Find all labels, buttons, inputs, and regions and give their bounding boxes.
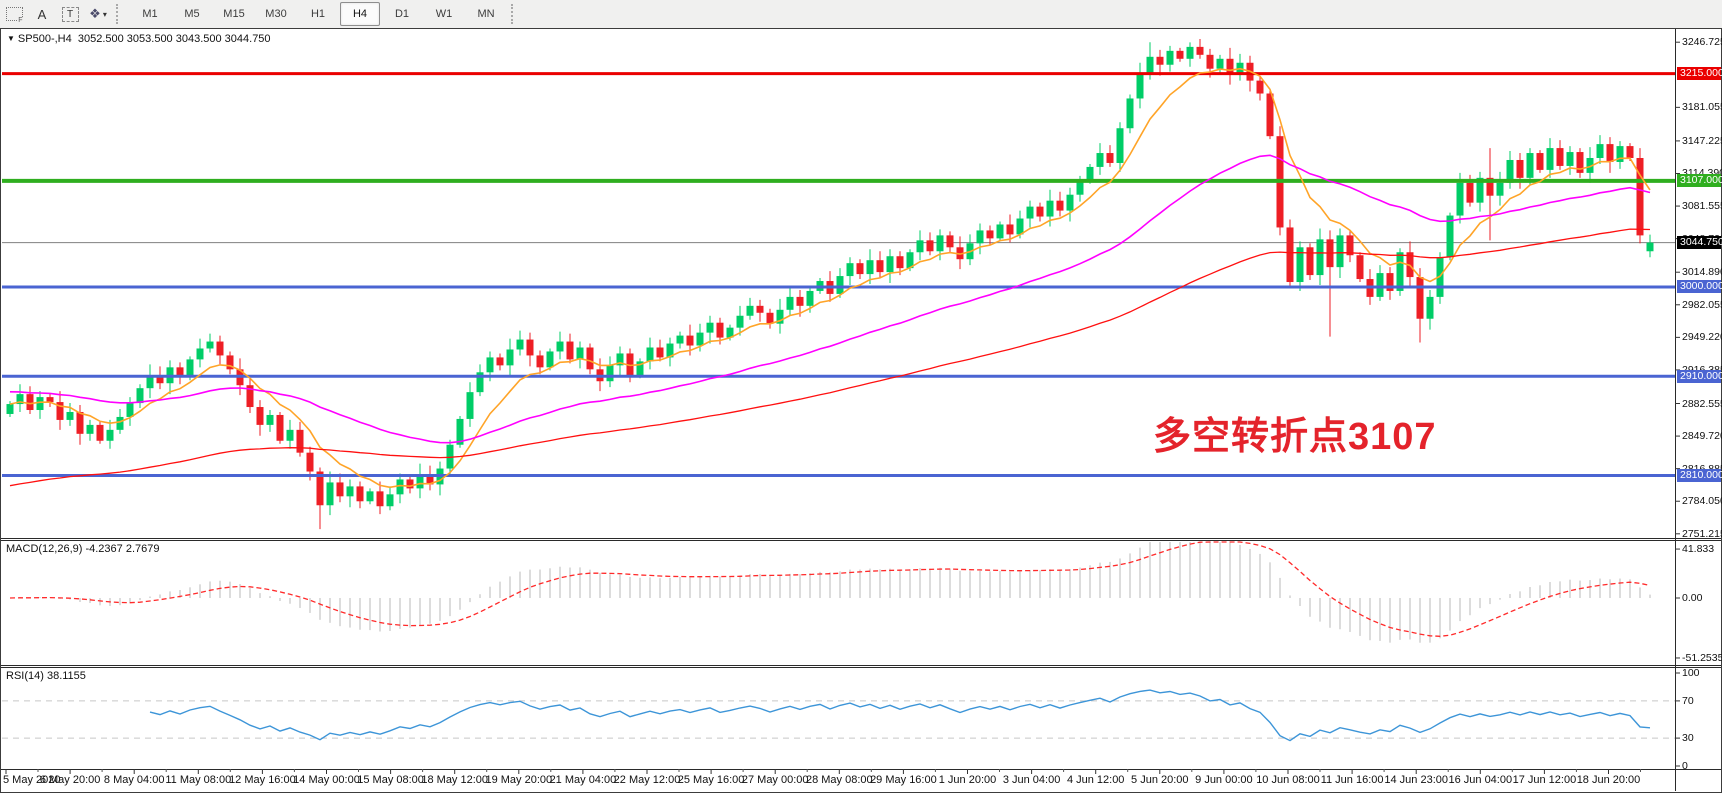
- rsi-label: RSI(14) 38.1155: [6, 670, 86, 682]
- price-axis-tick: 2784.050: [1682, 495, 1722, 508]
- timeframe-button-m1[interactable]: M1: [142, 8, 158, 20]
- time-axis-label: 21 May 04:00: [549, 774, 617, 786]
- time-axis-label: 10 Jun 08:00: [1256, 774, 1320, 786]
- slow-ma-line: [9, 228, 1651, 487]
- rsi-axis-tick: 0: [1682, 760, 1688, 772]
- price-axis-tick: 2982.055: [1682, 298, 1722, 311]
- time-axis-label: 14 Jun 23:00: [1384, 774, 1448, 786]
- price-axis-tick: 3181.055: [1682, 101, 1722, 114]
- frame-tool-icon: F: [5, 7, 23, 24]
- rsi-line: [149, 689, 1651, 742]
- frame-tool-button[interactable]: F: [1, 2, 27, 26]
- macd-axis-tick: 0.00: [1682, 592, 1703, 604]
- time-axis-label: 15 May 08:00: [357, 774, 424, 786]
- rsi-axis-tick: 70: [1682, 694, 1694, 707]
- price-badge-3000-000: 3000.000: [1677, 280, 1722, 294]
- time-axis-label: 29 May 16:00: [870, 774, 937, 786]
- price-badge-3107-000: 3107.000: [1677, 174, 1722, 188]
- shapes-icon: ❖: [89, 6, 101, 21]
- chart-header[interactable]: ▼ SP500-,H4 3052.500 3053.500 3043.500 30…: [7, 33, 271, 45]
- macd-axis-tick: 41.833: [1682, 543, 1715, 556]
- time-axis-label: 27 May 00:00: [741, 774, 809, 786]
- price-axis-tick: 3246.725: [1682, 36, 1722, 49]
- time-axis-label: 6 May 20:00: [39, 774, 101, 786]
- text-tool-button[interactable]: T: [57, 2, 83, 26]
- timeframe-button-d1[interactable]: D1: [394, 8, 410, 20]
- time-axis-label: 25 May 16:00: [677, 774, 745, 786]
- timeframe-button-h4[interactable]: H4: [340, 2, 380, 26]
- price-axis-tick: 2949.220: [1682, 331, 1722, 344]
- timeframe-button-mn[interactable]: MN: [477, 8, 495, 20]
- price-axis-tick: 3147.225: [1682, 134, 1722, 147]
- medium-ma-line: [9, 154, 1651, 444]
- time-axis-label: 18 May 12:00: [421, 774, 489, 786]
- macd-axis-tick: -51.2535: [1682, 651, 1722, 664]
- chart-canvas[interactable]: [1, 29, 1721, 792]
- rsi-axis-tick: 100: [1682, 667, 1700, 679]
- time-axis-label: 22 May 12:00: [613, 774, 681, 786]
- time-axis-label: 16 Jun 04:00: [1448, 774, 1513, 786]
- price-badge-3044-750: 3044.750: [1677, 236, 1722, 250]
- time-axis-label: 28 May 08:00: [805, 774, 873, 786]
- toolbar: F A T ❖ ▾ M1 M5 M15 M30 H1 H4 D1 W1 MN: [0, 0, 1722, 29]
- price-axis-tick: 3014.890: [1682, 266, 1722, 279]
- price-axis-tick: 2751.215: [1682, 527, 1722, 540]
- time-axis-label: 11 May 08:00: [165, 774, 232, 786]
- price-axis-tick: 2849.720: [1682, 430, 1722, 443]
- time-axis-label: 8 May 04:00: [103, 774, 165, 786]
- shapes-tool-button[interactable]: ❖ ▾: [85, 2, 111, 26]
- time-axis-label: 14 May 00:00: [293, 774, 360, 786]
- time-axis-label: 4 Jun 12:00: [1066, 774, 1125, 786]
- time-axis-label: 19 May 20:00: [485, 774, 553, 786]
- text-label-icon: A: [37, 6, 47, 22]
- time-axis-label: 9 Jun 00:00: [1195, 774, 1253, 786]
- chevron-down-icon: ▾: [102, 9, 107, 19]
- price-badge-2910-000: 2910.000: [1677, 369, 1722, 383]
- rsi-axis-tick: 30: [1682, 732, 1694, 745]
- time-axis-label: 12 May 16:00: [229, 774, 296, 786]
- time-axis-label: 18 Jun 20:00: [1576, 774, 1641, 786]
- timeframe-buttons: M1 M5 M15 M30 H1 H4 D1 W1 MN: [129, 2, 507, 26]
- collapse-triangle-icon[interactable]: ▼: [7, 34, 15, 43]
- time-axis-label: 3 Jun 04:00: [1002, 774, 1061, 786]
- timeframe-button-h1[interactable]: H1: [310, 8, 326, 20]
- symbol-timeframe-label: SP500-,H4: [17, 33, 72, 45]
- time-axis-label: 1 Jun 20:00: [938, 774, 997, 786]
- pivot-annotation-text: 多空转折点3107: [1153, 416, 1437, 458]
- toolbar-separator[interactable]: [511, 4, 520, 24]
- time-axis-label: 17 Jun 12:00: [1512, 774, 1577, 786]
- time-axis-label: 5 May 2020: [3, 774, 61, 786]
- price-axis-tick: 3081.555: [1682, 200, 1722, 213]
- ohlc-values: 3052.500 3053.500 3043.500 3044.750: [77, 33, 271, 45]
- price-badge-3215-000: 3215.000: [1677, 67, 1722, 81]
- text-label-button[interactable]: A: [29, 2, 55, 26]
- macd-label: MACD(12,26,9) -4.2367 2.7679: [6, 543, 160, 555]
- chart-window: ▼ SP500-,H4 3052.500 3053.500 3043.500 30…: [0, 28, 1722, 793]
- timeframe-button-m30[interactable]: M30: [265, 8, 287, 20]
- macd-signal-line: [9, 541, 1651, 637]
- time-axis-label: 5 Jun 20:00: [1131, 774, 1189, 786]
- time-axis-label: 11 Jun 16:00: [1320, 774, 1384, 786]
- timeframe-button-m5[interactable]: M5: [184, 8, 200, 20]
- timeframe-button-w1[interactable]: W1: [435, 8, 453, 20]
- price-axis-tick: 2882.555: [1682, 397, 1722, 410]
- timeframe-button-m15[interactable]: M15: [223, 8, 245, 20]
- price-badge-2810-000: 2810.000: [1677, 468, 1722, 482]
- text-tool-icon: T: [61, 6, 79, 22]
- toolbar-separator[interactable]: [116, 4, 125, 24]
- fast-ma-line: [9, 67, 1651, 489]
